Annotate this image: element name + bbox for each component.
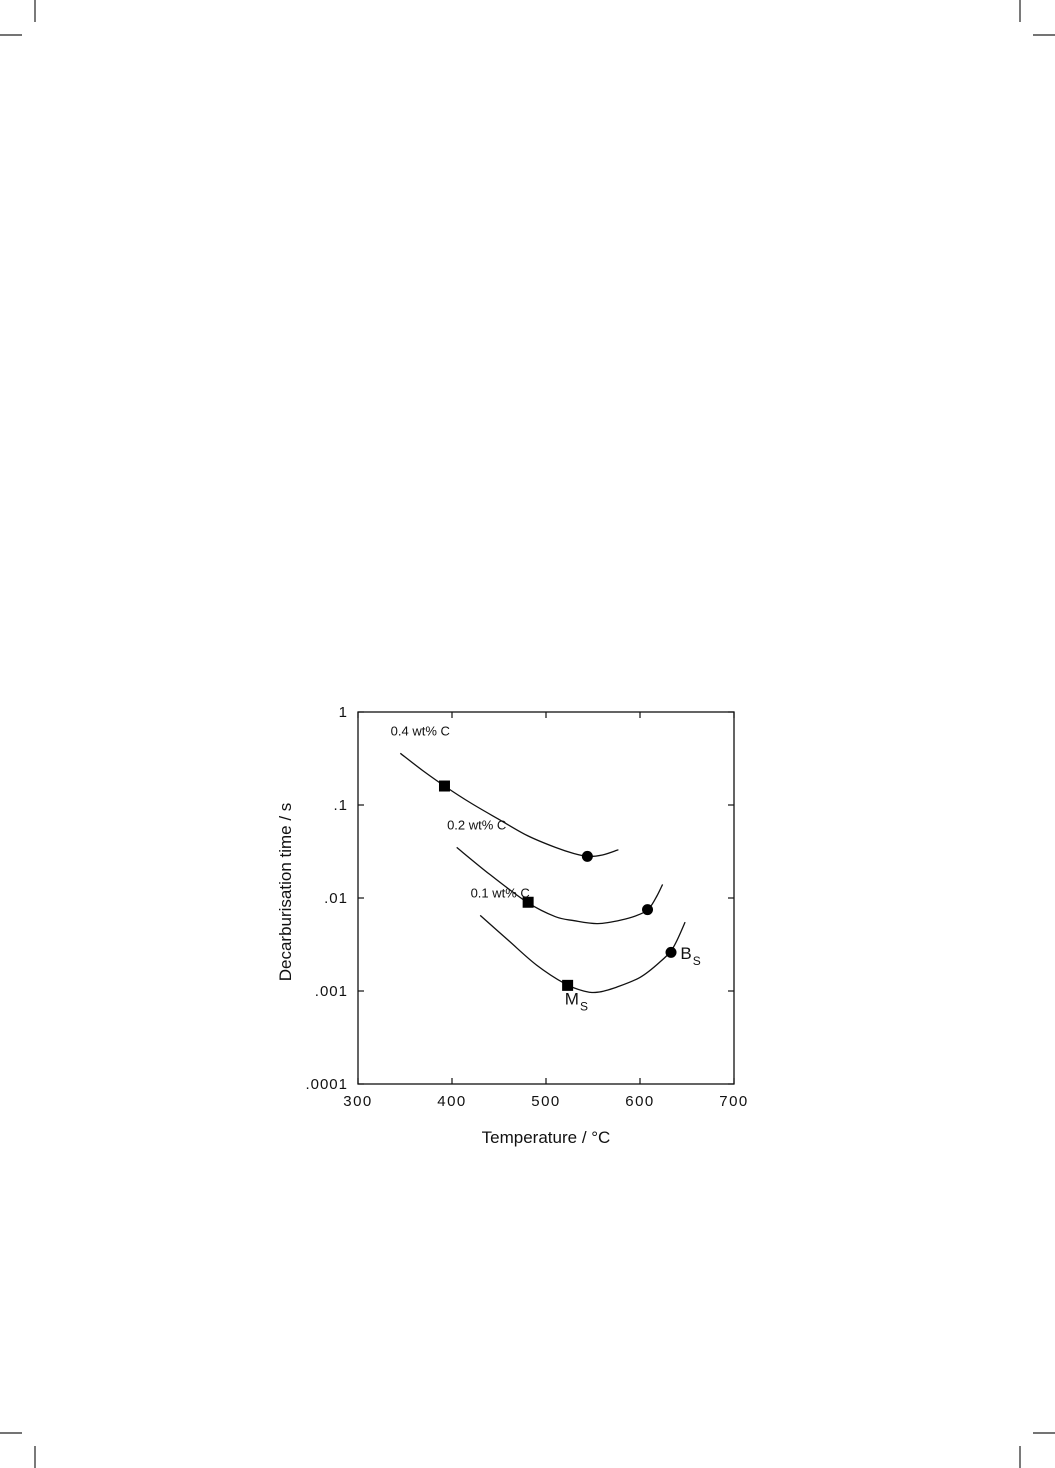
transition-annotation: BS: [680, 944, 700, 968]
x-tick-label: 500: [531, 1093, 561, 1110]
y-tick-label: 1: [339, 704, 348, 721]
y-tick-label: .0001: [305, 1076, 348, 1093]
circle-marker: [642, 904, 654, 916]
x-tick-label: 400: [437, 1093, 467, 1110]
square-marker: [438, 780, 450, 792]
series-line: [456, 846, 664, 925]
square-marker: [562, 979, 574, 991]
series-line: [479, 914, 686, 994]
series-label: 0.4 wt% C: [391, 723, 450, 738]
y-tick-label: .001: [315, 983, 348, 1000]
y-axis-label: Decarburisation time / s: [276, 803, 295, 982]
transition-annotation: MS: [565, 989, 588, 1013]
x-tick-label: 300: [343, 1093, 373, 1110]
x-tick-label: 600: [625, 1093, 655, 1110]
y-tick-label: .01: [324, 890, 348, 907]
series-label: 0.1 wt% C: [471, 885, 530, 900]
y-tick-label: .1: [333, 797, 348, 814]
x-axis-label: Temperature / °C: [482, 1128, 611, 1147]
series-label: 0.2 wt% C: [447, 817, 506, 832]
plot-frame: [357, 711, 735, 1085]
x-tick-label: 700: [719, 1093, 749, 1110]
circle-marker: [581, 850, 593, 862]
circle-marker: [665, 946, 677, 958]
series-line: [399, 752, 619, 858]
square-marker: [522, 896, 534, 908]
